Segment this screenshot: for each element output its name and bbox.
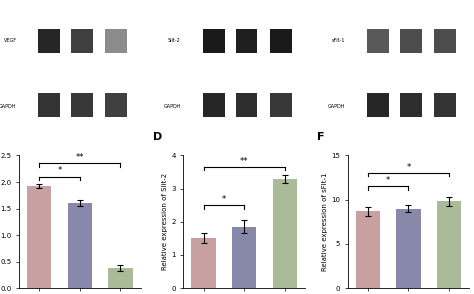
Text: C: C	[181, 0, 189, 2]
Bar	[396, 208, 420, 288]
Bar	[236, 29, 257, 53]
Bar	[203, 29, 225, 53]
Bar	[105, 93, 128, 117]
Bar	[108, 268, 133, 288]
Text: GAPDH: GAPDH	[164, 104, 181, 109]
Bar	[38, 29, 60, 53]
Bar	[68, 203, 92, 288]
Text: *: *	[406, 163, 410, 172]
Bar	[38, 93, 60, 117]
Bar	[270, 29, 292, 53]
Bar	[191, 238, 216, 288]
Bar	[434, 29, 456, 53]
Text: E: E	[345, 0, 353, 2]
Text: GAPDH: GAPDH	[0, 104, 17, 109]
Text: *: *	[57, 166, 62, 176]
Bar	[232, 227, 256, 288]
Bar	[400, 93, 422, 117]
Text: Slit-2: Slit-2	[168, 38, 181, 43]
Text: *: *	[386, 176, 390, 185]
Bar	[27, 186, 51, 288]
Bar	[203, 93, 225, 117]
Bar	[367, 29, 389, 53]
Bar	[437, 201, 461, 288]
Bar	[273, 179, 297, 288]
Bar	[270, 93, 292, 117]
Text: **: **	[75, 153, 84, 162]
Text: F: F	[317, 132, 325, 142]
Text: VEGF: VEGF	[3, 38, 17, 43]
Bar	[105, 29, 128, 53]
Y-axis label: Relative expression of Slit-2: Relative expression of Slit-2	[162, 173, 168, 270]
Text: **: **	[240, 157, 248, 166]
Bar	[71, 29, 93, 53]
Y-axis label: Relative expression of sFlt-1: Relative expression of sFlt-1	[322, 173, 328, 271]
Text: GAPDH: GAPDH	[328, 104, 345, 109]
Text: *: *	[222, 195, 226, 204]
Text: sFlt-1: sFlt-1	[332, 38, 345, 43]
Bar	[71, 93, 93, 117]
Bar	[434, 93, 456, 117]
Bar	[356, 211, 380, 288]
Bar	[400, 29, 422, 53]
Text: A: A	[17, 0, 25, 2]
Bar	[367, 93, 389, 117]
Bar	[236, 93, 257, 117]
Text: D: D	[153, 132, 162, 142]
